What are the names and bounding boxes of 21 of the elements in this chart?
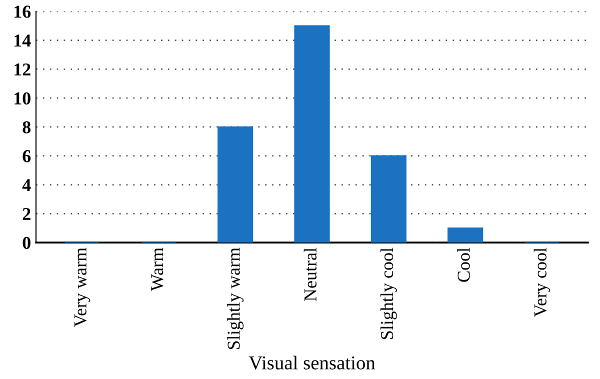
- y-tick-label: 14: [14, 34, 31, 47]
- y-tick-label: 8: [22, 121, 31, 134]
- x-axis-title: Visual sensation: [248, 356, 376, 370]
- bar: [294, 25, 330, 243]
- x-tick-label: Neutral: [304, 248, 317, 302]
- y-tick-label: 0: [22, 236, 30, 249]
- y-tick-label: 12: [14, 63, 30, 76]
- bar: [370, 155, 406, 243]
- x-tick-label: Cool: [457, 248, 470, 282]
- y-tick-label: 4: [22, 179, 31, 192]
- x-tick-label: Very cool: [534, 248, 550, 317]
- y-tick-label: 10: [14, 92, 30, 105]
- x-tick-label: Warm: [151, 248, 164, 292]
- y-tick-label: 16: [14, 6, 31, 18]
- bar: [448, 228, 484, 243]
- x-tick-label: Slightly cool: [380, 248, 397, 339]
- bar: [218, 126, 254, 243]
- x-tick-label: Very warm: [74, 248, 90, 327]
- x-tick-label: Slightly warm: [227, 248, 244, 350]
- y-tick-label: 2: [22, 208, 30, 220]
- y-tick-label: 6: [22, 150, 31, 162]
